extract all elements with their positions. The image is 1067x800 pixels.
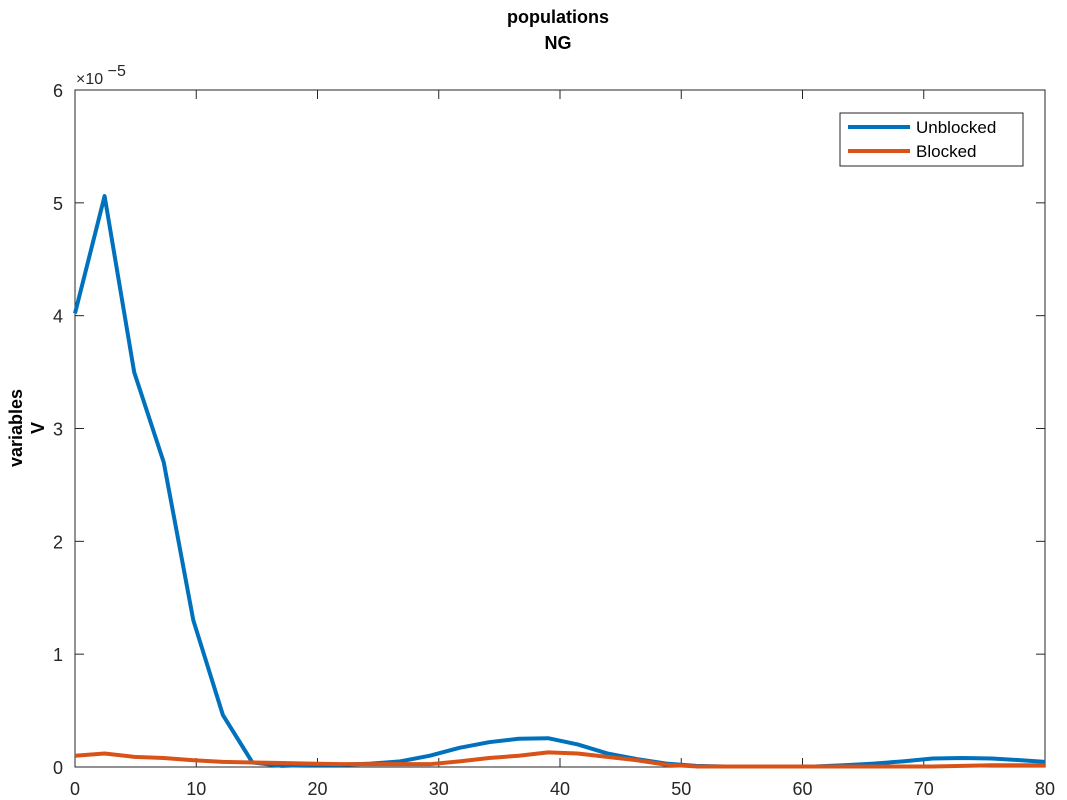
x-tick-label: 0 [70,779,80,799]
y-exponent-base: ×10 [76,71,103,88]
x-axis-ticks: 0 10 20 30 40 50 60 70 80 [70,90,1055,799]
legend: Unblocked Blocked [839,112,1024,167]
y-axis-label-line-2: V [28,422,48,434]
x-tick-label: 50 [671,779,691,799]
y-exponent-label: ×10 −5 [76,63,126,88]
y-tick-label: 6 [53,81,63,101]
y-tick-label: 1 [53,645,63,665]
x-tick-label: 60 [792,779,812,799]
y-axis-ticks: 0 1 2 3 4 5 6 [53,81,1045,778]
x-tick-label: 40 [550,779,570,799]
y-tick-label: 4 [53,307,63,327]
y-exponent-power: −5 [108,63,126,80]
series-line-unblocked [73,194,1046,769]
chart-title-line-1: populations [507,7,609,27]
y-axis-label-line-1: variables [6,389,26,467]
legend-label-unblocked: Unblocked [916,118,996,137]
x-tick-label: 30 [429,779,449,799]
plot-area-frame [74,89,1046,768]
x-tick-label: 80 [1035,779,1055,799]
x-tick-label: 10 [186,779,206,799]
y-tick-label: 2 [53,532,63,552]
y-tick-label: 5 [53,194,63,214]
chart-title-line-2: NG [545,33,572,53]
x-tick-label: 70 [914,779,934,799]
y-tick-label: 3 [53,420,63,440]
series-lines [73,194,1046,769]
y-axis-label: variables V [6,389,48,467]
series-line-blocked [74,750,1045,769]
y-tick-label: 0 [53,758,63,778]
x-tick-label: 20 [307,779,327,799]
legend-box [839,112,1024,167]
legend-label-blocked: Blocked [916,142,976,161]
